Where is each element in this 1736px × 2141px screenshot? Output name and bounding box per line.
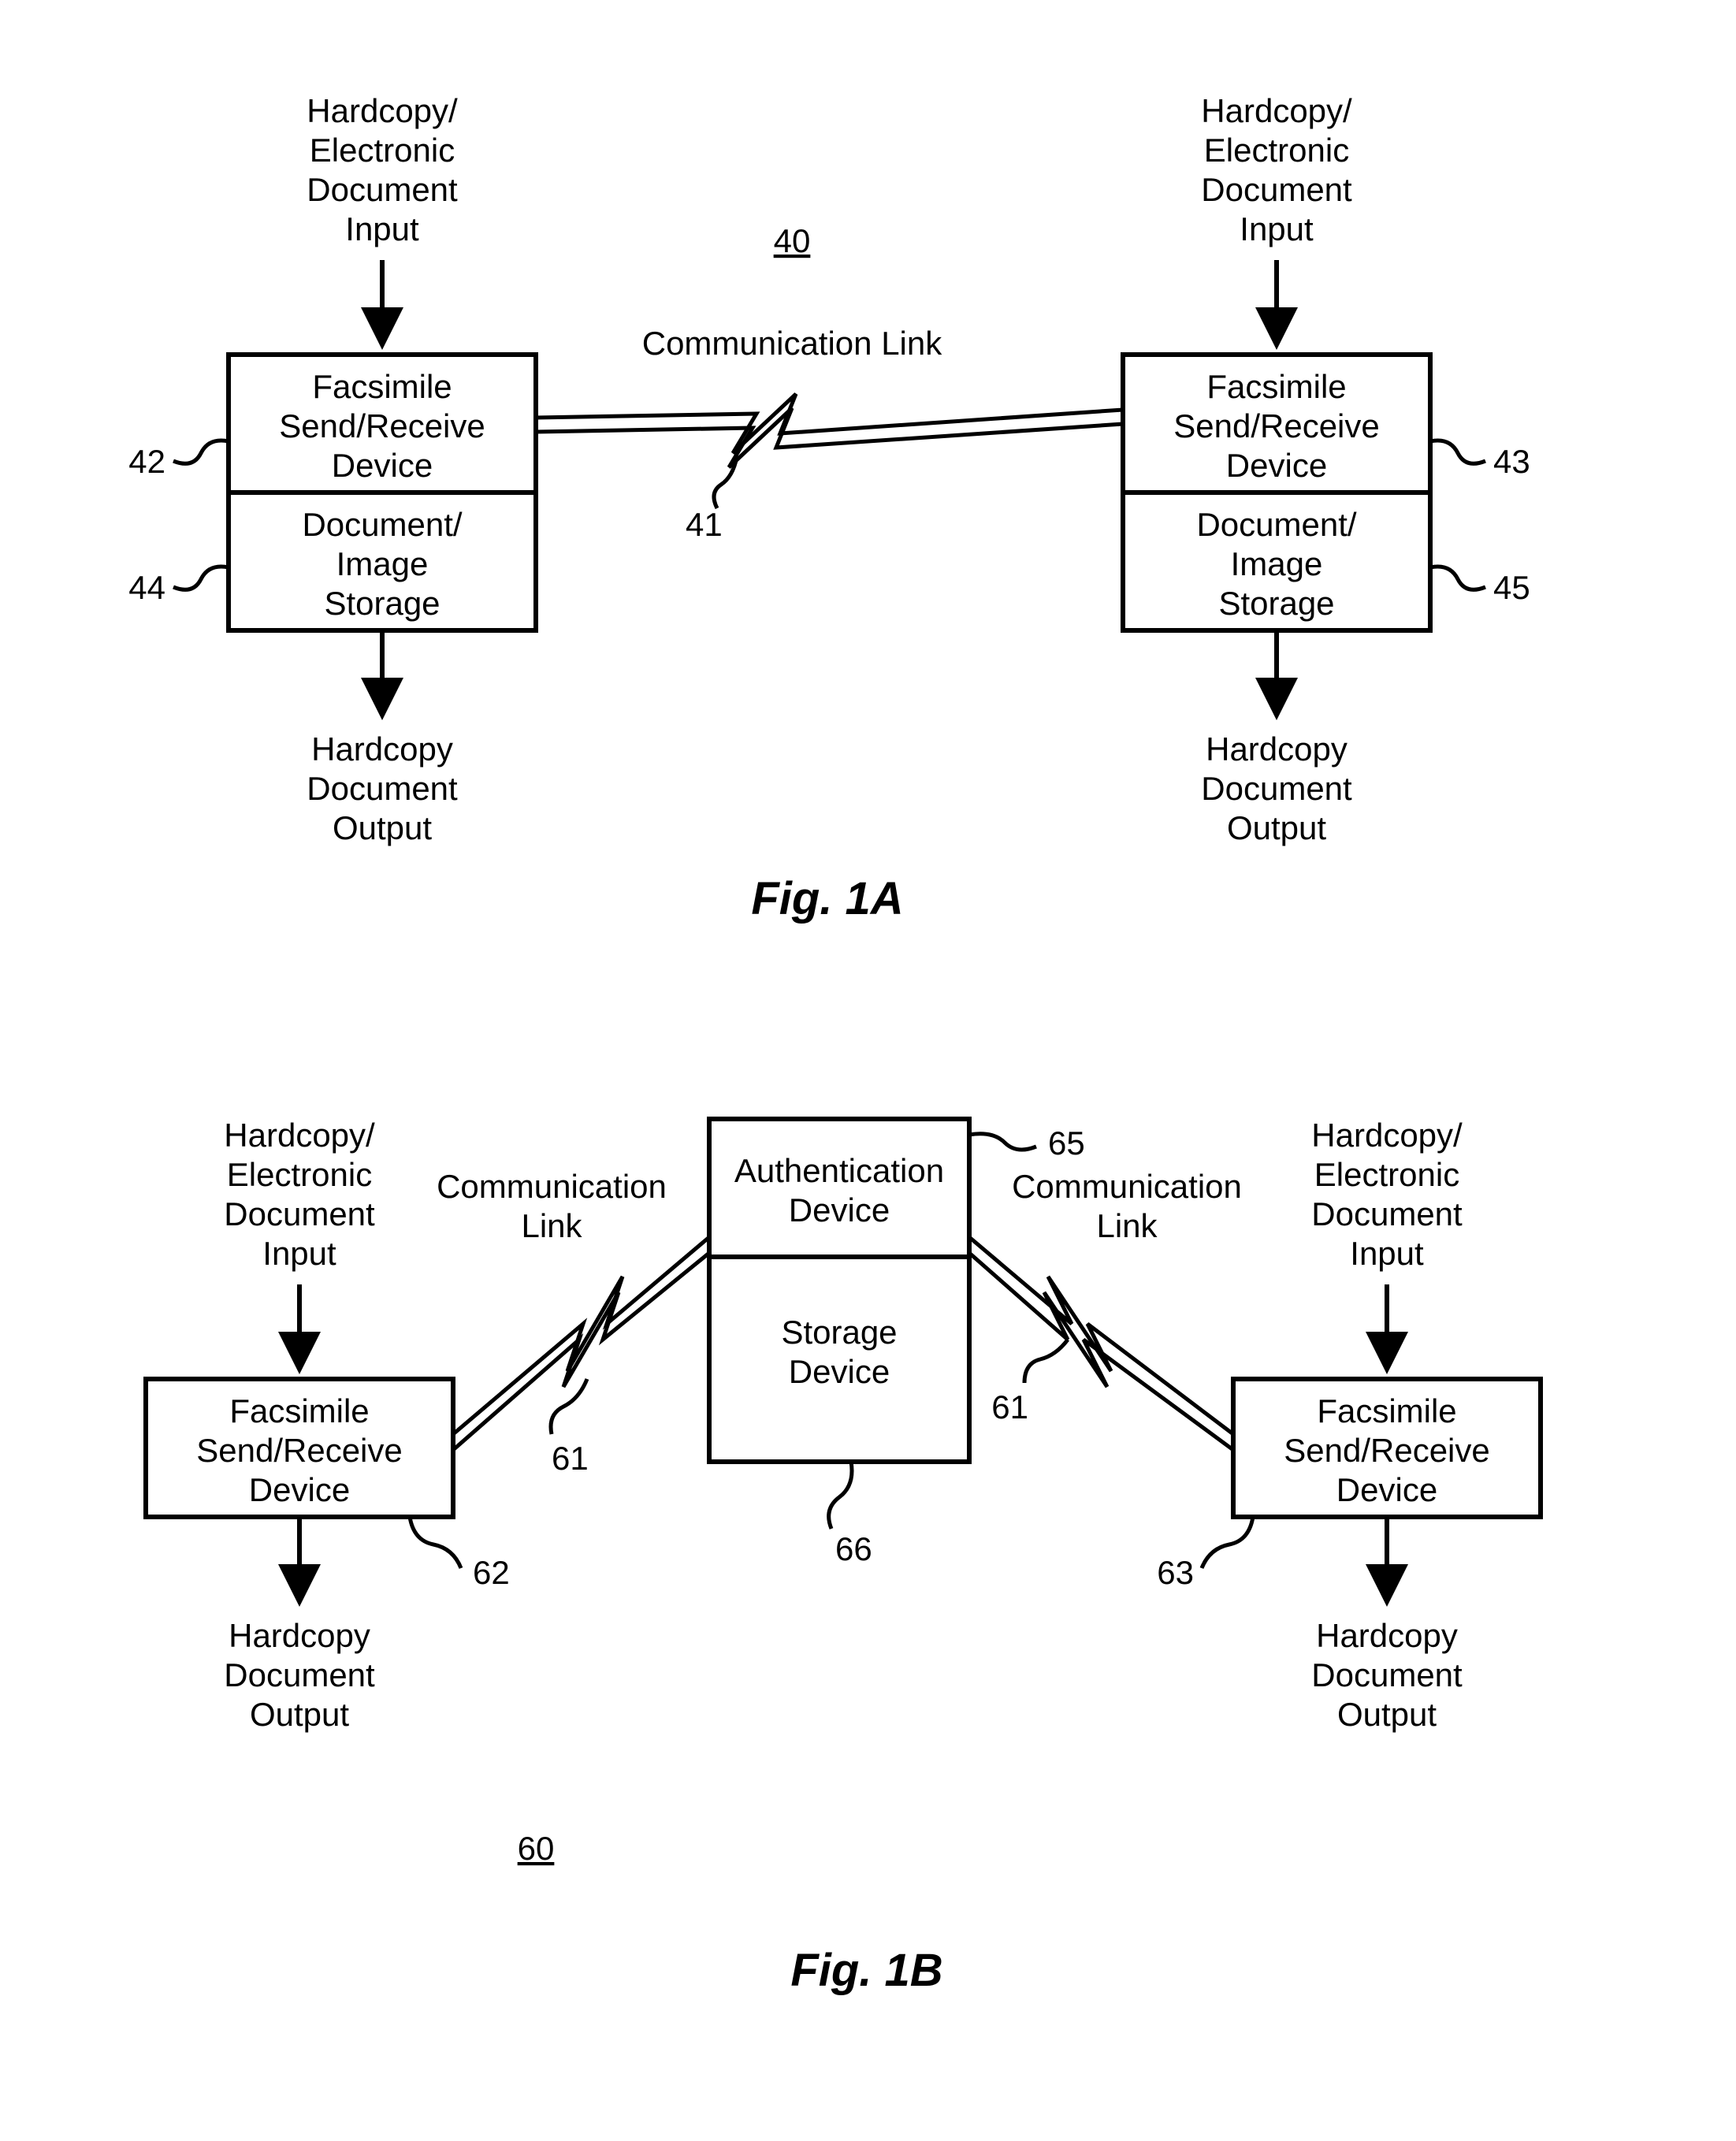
leader-icon: [1024, 1340, 1068, 1383]
fig1a-right-botbox-0: Document/: [1196, 506, 1356, 543]
leader-icon: [829, 1462, 852, 1529]
fig1b-left-input-3: Input: [262, 1235, 336, 1272]
fig1b-title: Fig. 1B: [790, 1945, 942, 1996]
fig1b-right-output-0: Hardcopy: [1316, 1617, 1458, 1654]
fig1b-comm-right-1: Link: [1096, 1207, 1158, 1244]
fig1a-right: Hardcopy/ Electronic Document Input Facs…: [1123, 92, 1530, 846]
fig1a-left-topbox-0: Facsimile: [312, 368, 452, 405]
fig1b-left-output-0: Hardcopy: [229, 1617, 370, 1654]
lightning-icon: [453, 1237, 709, 1450]
fig1b-comm-left-1: Link: [521, 1207, 582, 1244]
fig1b-right-input-2: Document: [1311, 1195, 1463, 1232]
fig1a-right-topbox-1: Send/Receive: [1173, 407, 1380, 444]
leader-icon: [714, 457, 737, 508]
fig1a-right-topbox-0: Facsimile: [1206, 368, 1346, 405]
fig1a-title: Fig. 1A: [751, 873, 903, 924]
fig1a-left-input-3: Input: [345, 210, 419, 247]
fig1a-left-output-2: Output: [333, 809, 432, 846]
fig1b-left-ref: 62: [473, 1554, 510, 1591]
fig1b-left: Hardcopy/ Electronic Document Input Facs…: [146, 1117, 510, 1733]
fig1b-ref: 60: [518, 1830, 555, 1867]
fig1a-right-input-0: Hardcopy/: [1201, 92, 1352, 129]
fig-1a: 40 Communication Link Hardcopy/ Electron…: [128, 92, 1530, 924]
fig1a-right-input-3: Input: [1240, 210, 1314, 247]
leader-icon: [1430, 567, 1485, 589]
fig1b-comm-right-0: Communication: [1012, 1168, 1242, 1205]
fig1b-right-input-1: Electronic: [1314, 1156, 1459, 1193]
leader-icon: [551, 1379, 587, 1434]
fig1a-left-topref: 42: [128, 443, 165, 480]
fig1a-left-input-2: Document: [307, 171, 458, 208]
fig1a-right-output-0: Hardcopy: [1206, 730, 1348, 768]
fig1a-right-output-2: Output: [1227, 809, 1326, 846]
fig1a-left-topbox-1: Send/Receive: [279, 407, 485, 444]
fig1b-left-input-0: Hardcopy/: [224, 1117, 375, 1154]
fig1a-right-input-1: Electronic: [1204, 132, 1349, 169]
leader-icon: [410, 1517, 461, 1568]
fig1b-center-botbox-1: Device: [789, 1353, 890, 1390]
fig1b-left-input-2: Document: [224, 1195, 375, 1232]
fig1a-right-botbox-2: Storage: [1218, 585, 1334, 622]
fig1a-right-output-1: Document: [1201, 770, 1352, 807]
fig1b-right-input-0: Hardcopy/: [1311, 1117, 1463, 1154]
fig1a-left-input-1: Electronic: [310, 132, 455, 169]
fig1b-left-output-2: Output: [250, 1696, 349, 1733]
fig1b-left-box-0: Facsimile: [229, 1392, 369, 1429]
leader-icon: [969, 1134, 1036, 1150]
leader-icon: [173, 567, 229, 589]
fig1b-left-box-2: Device: [249, 1471, 350, 1508]
fig1b-comm-ref-right: 61: [991, 1388, 1028, 1425]
fig1a-left-topbox-2: Device: [332, 447, 433, 484]
fig1a-left-botbox-2: Storage: [324, 585, 440, 622]
fig1b-comm-left-0: Communication: [437, 1168, 667, 1205]
fig1a-left-botbox-1: Image: [336, 545, 429, 582]
fig1b-right-box-1: Send/Receive: [1284, 1432, 1490, 1469]
fig1b-right-box-0: Facsimile: [1317, 1392, 1456, 1429]
fig1b-right-box-2: Device: [1336, 1471, 1437, 1508]
fig1a-left: Hardcopy/ Electronic Document Input Facs…: [128, 92, 536, 846]
fig1a-comm-label: Communication Link: [642, 325, 943, 362]
fig1b-center-botref: 66: [835, 1530, 872, 1567]
fig1b-right-output-1: Document: [1311, 1656, 1463, 1693]
leader-icon: [173, 440, 229, 463]
leader-icon: [1430, 440, 1485, 463]
fig1b-center-topbox-1: Device: [789, 1191, 890, 1228]
fig1b-right-input-3: Input: [1350, 1235, 1424, 1272]
fig1a-right-botbox-1: Image: [1231, 545, 1323, 582]
fig1b-comm-ref-left: 61: [552, 1440, 589, 1477]
fig-1b: Hardcopy/ Electronic Document Input Facs…: [146, 1117, 1541, 1996]
fig1a-left-output-0: Hardcopy: [311, 730, 453, 768]
fig1b-right-ref: 63: [1157, 1554, 1194, 1591]
fig1a-right-topref: 43: [1493, 443, 1530, 480]
fig1a-left-botref: 44: [128, 569, 165, 606]
fig1b-right: Hardcopy/ Electronic Document Input Facs…: [1157, 1117, 1541, 1733]
fig1b-left-box-1: Send/Receive: [196, 1432, 403, 1469]
fig1b-center-botbox-0: Storage: [781, 1314, 897, 1351]
fig1a-left-botbox-0: Document/: [302, 506, 462, 543]
lightning-icon: [536, 394, 1123, 467]
fig1b-center-topref: 65: [1048, 1124, 1085, 1162]
fig1a-comm-ref: 41: [686, 506, 723, 543]
fig1b-right-output-2: Output: [1337, 1696, 1437, 1733]
fig1b-left-input-1: Electronic: [227, 1156, 372, 1193]
fig1a-ref: 40: [774, 222, 811, 259]
fig1b-left-output-1: Document: [224, 1656, 375, 1693]
fig1a-left-output-1: Document: [307, 770, 458, 807]
fig1a-left-input-0: Hardcopy/: [307, 92, 458, 129]
fig1a-right-topbox-2: Device: [1226, 447, 1327, 484]
fig1b-center-topbox-0: Authentication: [734, 1152, 944, 1189]
fig1a-right-input-2: Document: [1201, 171, 1352, 208]
fig1a-right-botref: 45: [1493, 569, 1530, 606]
leader-icon: [1202, 1517, 1253, 1568]
